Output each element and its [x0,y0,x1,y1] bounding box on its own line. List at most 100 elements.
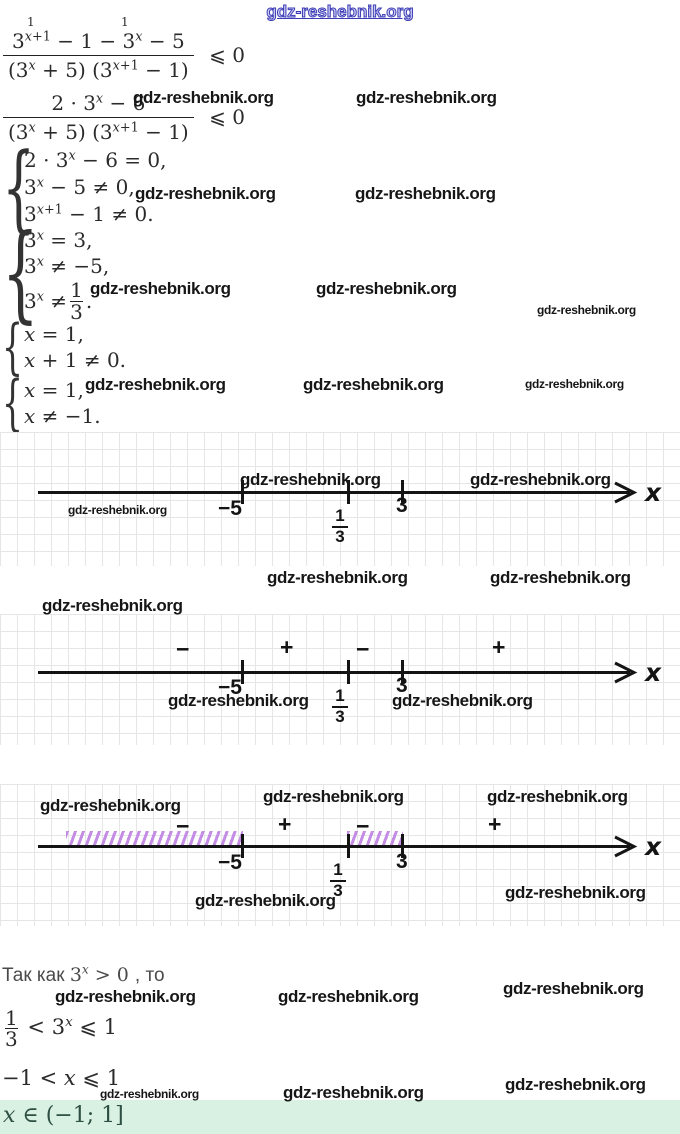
system-row: 3x = 3, [24,228,93,252]
brace: { [2,312,24,382]
watermark: gdz-reshebnik.org [392,691,533,710]
label-one-third: 1 3 [332,686,348,727]
label-minus5: −5 [218,497,242,520]
interval-sign: − [176,636,190,662]
watermark: gdz-reshebnik.org [487,787,628,806]
answer-highlight [0,1100,680,1134]
interval-sign: − [356,636,370,662]
frac-num: 1 [5,1006,18,1030]
label-minus5: −5 [218,851,242,874]
brace: { [2,211,39,334]
frac-num: 1 [335,686,345,705]
brace: { [2,368,24,438]
interval-sign: − [356,813,370,839]
label-3: 3 [396,850,408,873]
watermark: gdz-reshebnik.org [133,88,274,107]
watermark: gdz-reshebnik.org [68,503,167,517]
site-header: gdz-reshebnik.org [0,2,680,22]
site-link[interactable]: gdz-reshebnik.org [266,2,414,22]
watermark: gdz-reshebnik.org [263,787,404,806]
system-row: 3x ≠ 1 3 . [24,279,109,323]
watermark: gdz-reshebnik.org [55,987,196,1006]
system-row: 3x − 5 ≠ 0, [24,175,135,199]
label-one-third: 1 3 [330,860,346,901]
inequality-text: −1 < x ⩽ 1 [2,1066,121,1090]
one-third-fraction: 1 3 [5,1008,18,1050]
inequality-1: 1 3 < 3x ⩽ 1 [2,1008,117,1050]
system-row: 3x ≠ −5, [24,254,110,278]
interval-sign: + [488,811,502,837]
hatch-segment [66,831,243,845]
since-text-post: , то [134,965,165,986]
system-row: x = 1, [24,322,84,346]
watermark: gdz-reshebnik.org [537,303,636,317]
watermark: gdz-reshebnik.org [278,987,419,1006]
watermark: gdz-reshebnik.org [490,568,631,587]
watermark: gdz-reshebnik.org [195,891,336,910]
frac-den: 3 [70,299,83,324]
axis-line [38,491,630,494]
tick-3 [401,834,404,858]
label-3: 3 [396,494,408,517]
system-3: { x = 1, x + 1 ≠ 0. [2,312,127,382]
axis-arrow-icon [614,835,638,858]
interval-sign: + [278,811,292,837]
interval-sign: − [176,813,190,839]
number-line-3: x − + − + −5 1 3 3 [0,784,680,926]
frac-num: 1 [335,506,345,525]
watermark: gdz-reshebnik.org [267,568,408,587]
since-math: 3x > 0 [69,962,129,986]
watermark: gdz-reshebnik.org [470,470,611,489]
brace: { [2,132,36,243]
fraction: 2 · 3x − 6 (3x + 5) (3x+1 − 1) [3,90,194,144]
watermark: gdz-reshebnik.org [40,796,181,815]
row-text: 3x ≠ [24,289,68,313]
denominator: (3x + 5) (3x+1 − 1) [3,55,194,82]
since-text-pre: Так как [2,965,70,986]
system-row: x + 1 ≠ 0. [24,348,127,372]
tick-one-third [347,480,350,504]
axis-arrow-icon [614,661,638,684]
axis-label: x [645,832,662,861]
watermark: gdz-reshebnik.org [355,184,496,203]
watermark: gdz-reshebnik.org [505,1075,646,1094]
watermark: gdz-reshebnik.org [100,1087,199,1101]
system-1: { 2 · 3x − 6 = 0, 3x − 5 ≠ 0, 3x+1 − 1 ≠… [2,132,167,243]
watermark: gdz-reshebnik.org [303,375,444,394]
system-row: x ≠ −1. [24,404,101,428]
watermark: gdz-reshebnik.org [90,279,231,298]
inequality-text: < 3x ⩽ 1 [27,1015,117,1040]
system-row: 3x+1 − 1 ≠ 0. [24,202,154,226]
label-one-third: 1 3 [332,506,348,547]
system-2: { 3x = 3, 3x ≠ −5, 3x ≠ 1 3 . [2,211,110,334]
stray-one-mark: 1 [121,15,129,29]
numerator: 3x+1 − 1 − 3x − 5 [12,29,185,53]
frac-num: 1 [333,860,343,879]
denominator: (3x + 5) (3x+1 − 1) [3,117,194,144]
frac-num: 1 [70,278,83,303]
interval-sign: + [280,634,294,660]
frac-den: 3 [5,1027,18,1052]
watermark: gdz-reshebnik.org [316,279,457,298]
tick-minus5 [241,480,244,504]
frac-den: 3 [332,525,348,547]
watermark: gdz-reshebnik.org [505,883,646,902]
equation-2: 2 · 3x − 6 (3x + 5) (3x+1 − 1) ⩽ 0 [3,90,245,144]
frac-den: 3 [330,879,346,901]
number-line-2: x − + − + −5 1 3 3 [0,614,680,745]
system-row: x = 1, [24,378,84,402]
axis-label: x [645,478,662,507]
axis-line [38,845,630,848]
tick-3 [401,660,404,684]
watermark: gdz-reshebnik.org [168,691,309,710]
watermark: gdz-reshebnik.org [283,1083,424,1102]
label-3: 3 [396,674,408,697]
hatch-segment [347,831,403,845]
axis-line [38,671,630,674]
watermark: gdz-reshebnik.org [356,88,497,107]
frac-den: 3 [332,705,348,727]
system-4: { x = 1, x ≠ −1. [2,368,101,438]
answer-text: x ∈ (−1; 1] [3,1103,124,1128]
equation-1: 1 1 3x+1 − 1 − 3x − 5 (3x + 5) (3x+1 − 1… [3,15,245,82]
